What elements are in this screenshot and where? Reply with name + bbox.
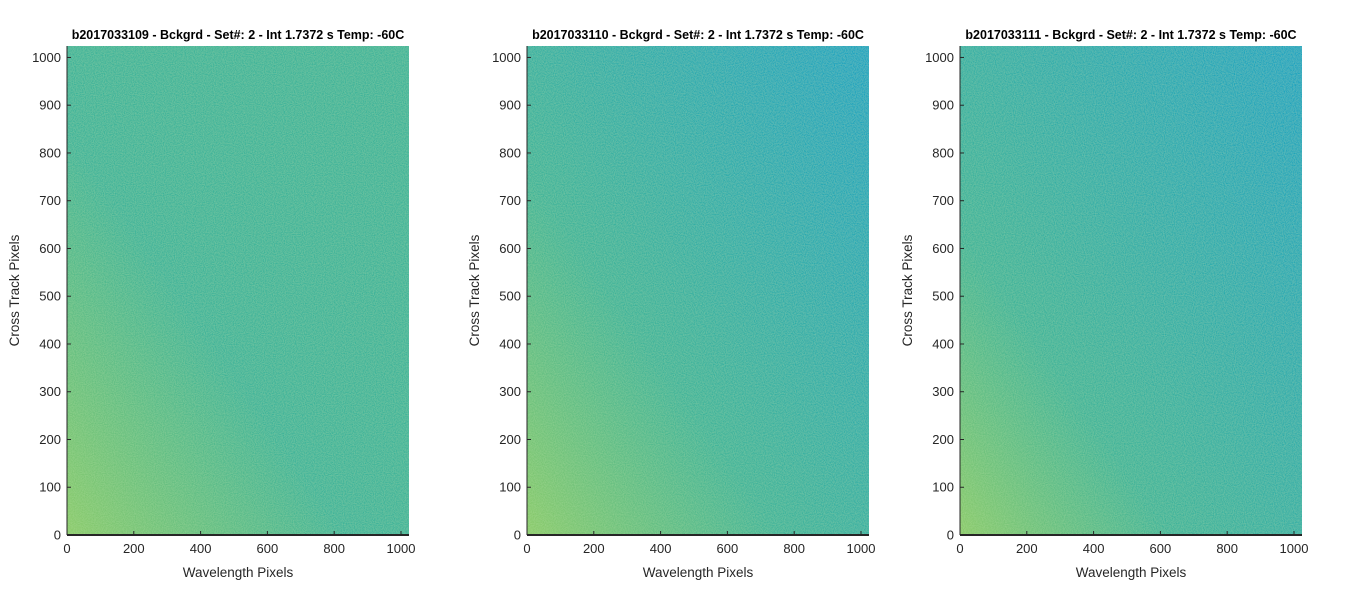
y-tick-label: 300 xyxy=(932,384,954,399)
y-tick-label: 0 xyxy=(947,528,954,543)
y-axis-label: Cross Track Pixels xyxy=(467,234,482,346)
y-tick-label: 300 xyxy=(39,384,61,399)
y-tick-label: 500 xyxy=(932,289,954,304)
y-tick-label: 200 xyxy=(499,432,521,447)
x-tick-label: 200 xyxy=(583,541,605,556)
y-axis-label: Cross Track Pixels xyxy=(7,234,22,346)
y-tick-label: 800 xyxy=(932,145,954,160)
y-tick-label: 400 xyxy=(932,336,954,351)
chart-title: b2017033110 - Bckgrd - Set#: 2 - Int 1.7… xyxy=(532,28,864,42)
x-tick-label: 600 xyxy=(1150,541,1172,556)
y-tick-label: 500 xyxy=(499,289,521,304)
x-tick-label: 600 xyxy=(717,541,739,556)
y-tick-label: 1000 xyxy=(32,50,61,65)
y-tick-label: 900 xyxy=(39,98,61,113)
y-tick-label: 500 xyxy=(39,289,61,304)
y-tick-label: 0 xyxy=(54,528,61,543)
y-tick-label: 200 xyxy=(39,432,61,447)
x-tick-label: 1000 xyxy=(387,541,416,556)
y-tick-label: 800 xyxy=(499,145,521,160)
y-tick-label: 700 xyxy=(932,193,954,208)
y-tick-label: 600 xyxy=(499,241,521,256)
x-tick-label: 800 xyxy=(783,541,805,556)
y-tick-label: 900 xyxy=(499,98,521,113)
x-axis-label: Wavelength Pixels xyxy=(643,565,754,580)
y-tick-label: 400 xyxy=(499,336,521,351)
y-tick-label: 100 xyxy=(39,480,61,495)
heatmap-noise xyxy=(67,46,409,535)
x-tick-label: 400 xyxy=(650,541,672,556)
x-tick-label: 0 xyxy=(63,541,70,556)
y-tick-label: 600 xyxy=(932,241,954,256)
heatmap-noise xyxy=(527,46,869,535)
x-tick-label: 1000 xyxy=(1280,541,1309,556)
y-tick-label: 700 xyxy=(499,193,521,208)
y-tick-label: 600 xyxy=(39,241,61,256)
chart-title: b2017033109 - Bckgrd - Set#: 2 - Int 1.7… xyxy=(72,28,405,42)
x-tick-label: 600 xyxy=(257,541,279,556)
y-tick-label: 400 xyxy=(39,336,61,351)
y-tick-label: 200 xyxy=(932,432,954,447)
x-tick-label: 0 xyxy=(956,541,963,556)
x-tick-label: 200 xyxy=(123,541,145,556)
y-tick-label: 100 xyxy=(499,480,521,495)
x-tick-label: 200 xyxy=(1016,541,1038,556)
x-axis-label: Wavelength Pixels xyxy=(1076,565,1187,580)
chart-panel-1: 0 200 400 600 800 1000 0 100 200 300 400 500 600 700 8… xyxy=(7,28,415,580)
y-tick-label: 800 xyxy=(39,145,61,160)
x-tick-label: 0 xyxy=(523,541,530,556)
y-tick-label: 1000 xyxy=(925,50,954,65)
chart-title: b2017033111 - Bckgrd - Set#: 2 - Int 1.7… xyxy=(965,28,1296,42)
y-tick-label: 1000 xyxy=(492,50,521,65)
x-tick-label: 400 xyxy=(1083,541,1105,556)
y-tick-label: 700 xyxy=(39,193,61,208)
y-tick-label: 900 xyxy=(932,98,954,113)
x-tick-label: 800 xyxy=(323,541,345,556)
chart-panel-3: 0 200 400 600 800 1000 0 100 200 300 400 500 600 700 8… xyxy=(900,28,1308,580)
y-tick-label: 300 xyxy=(499,384,521,399)
heatmap-noise xyxy=(960,46,1302,535)
x-tick-label: 800 xyxy=(1216,541,1238,556)
x-tick-label: 1000 xyxy=(847,541,876,556)
x-axis-label: Wavelength Pixels xyxy=(183,565,294,580)
y-tick-label: 100 xyxy=(932,480,954,495)
x-tick-label: 400 xyxy=(190,541,212,556)
chart-panel-2: 0 200 400 600 800 1000 0 100 200 300 400 500 600 700 8… xyxy=(467,28,875,580)
y-tick-label: 0 xyxy=(514,528,521,543)
y-axis-label: Cross Track Pixels xyxy=(900,234,915,346)
